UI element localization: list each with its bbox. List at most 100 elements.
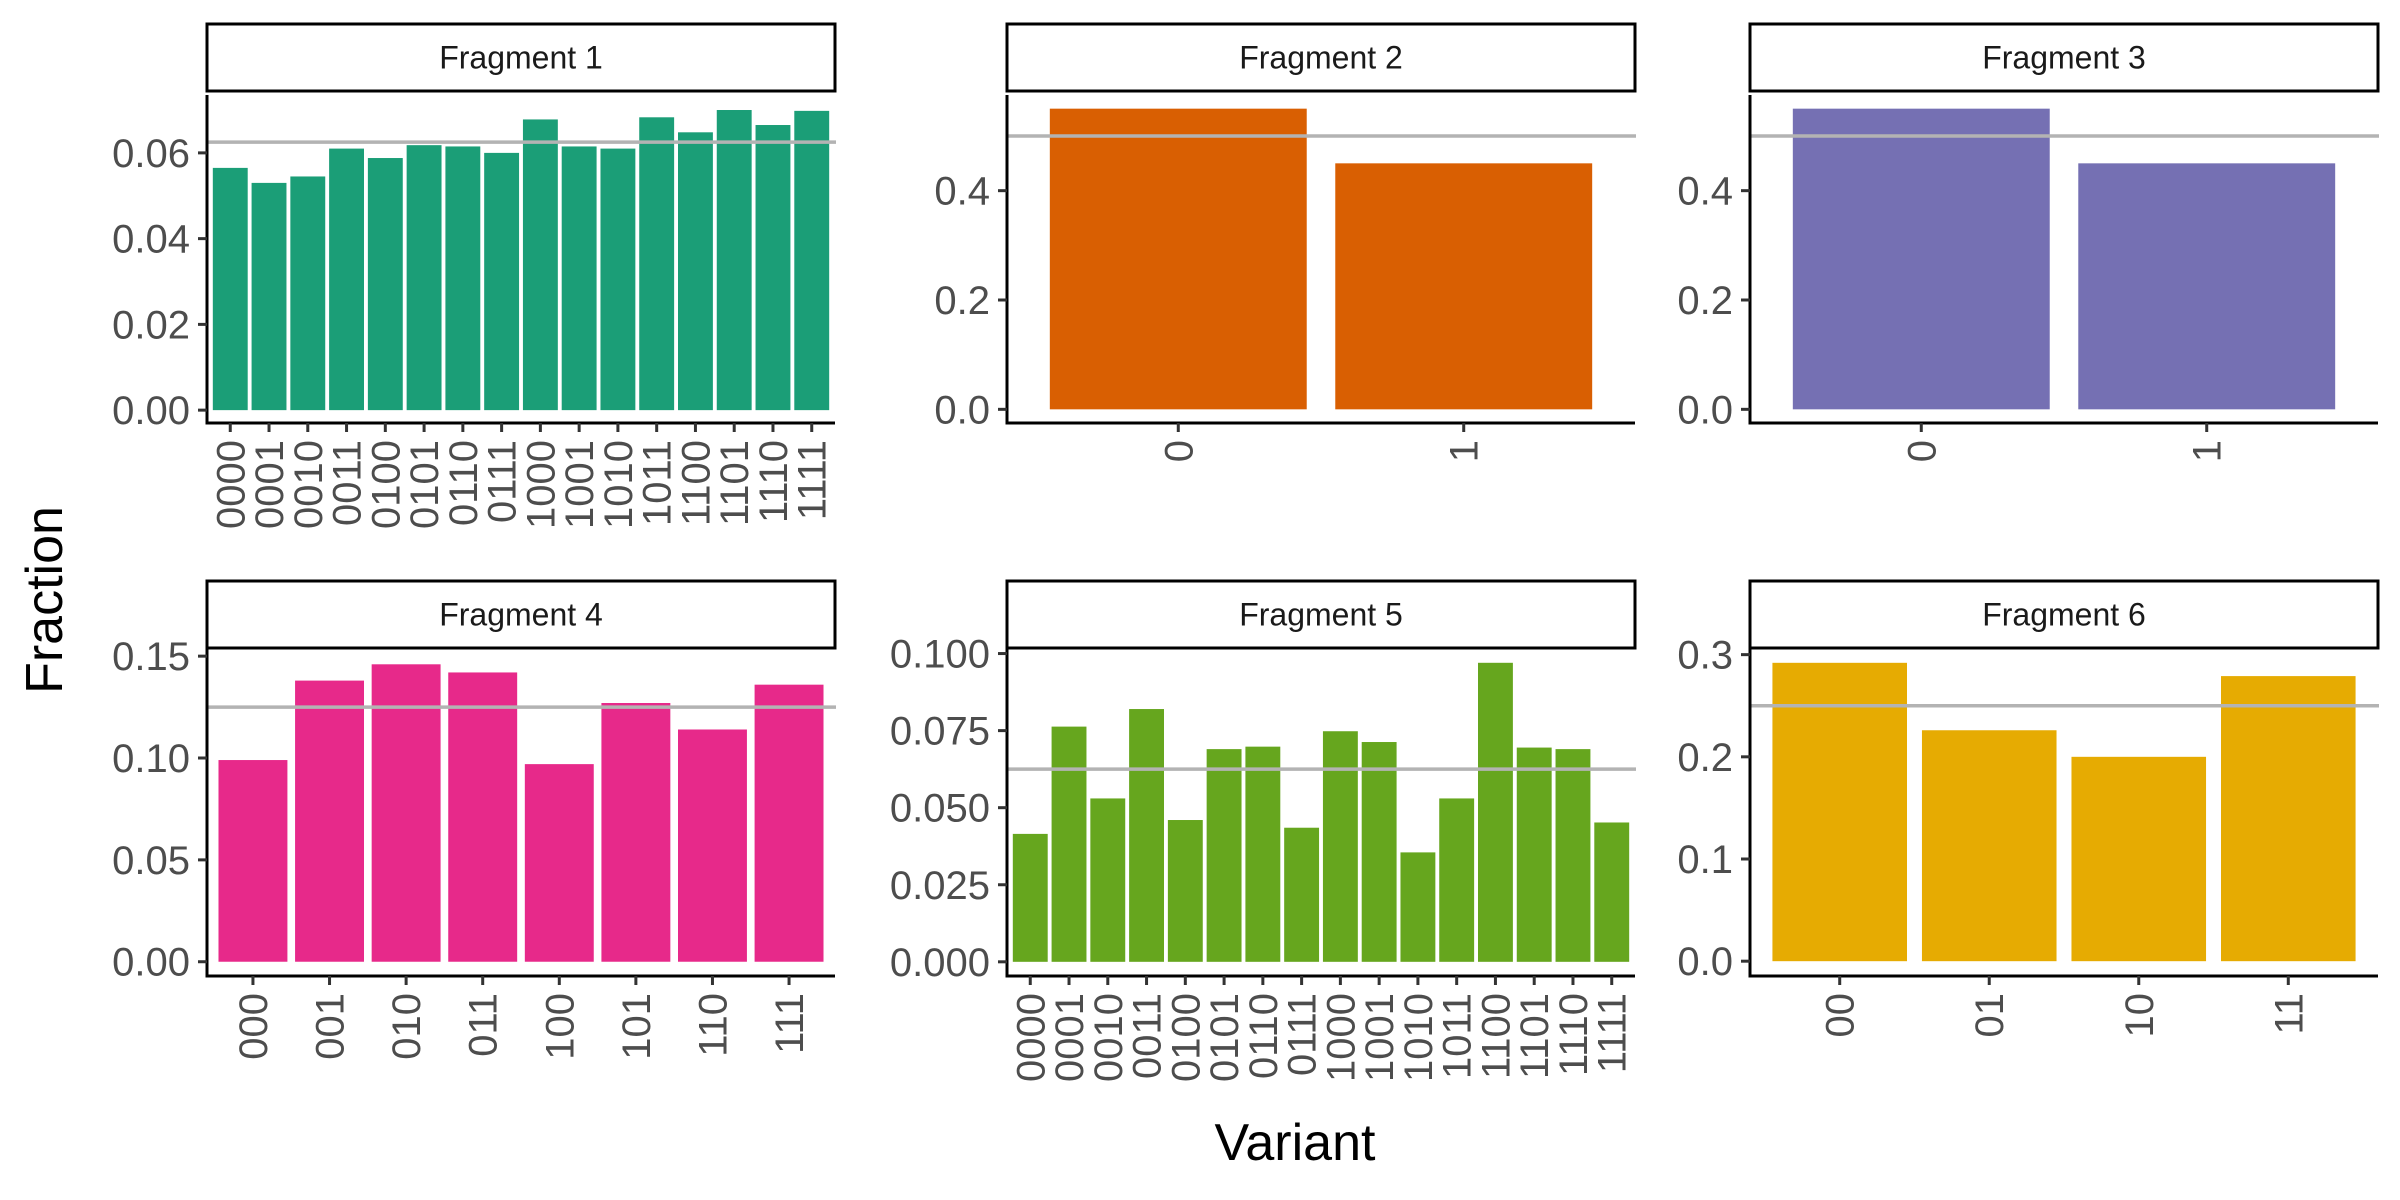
facet-strip: [1005, 22, 1637, 93]
bar: [290, 176, 326, 411]
x-tick-label: 0000: [209, 440, 253, 529]
x-tick-label: 0011: [326, 440, 370, 526]
y-tick-label: 0.00: [112, 941, 190, 985]
facet-strip-title: Fragment 3: [1982, 40, 2146, 76]
y-tick-label: 0.4: [1677, 170, 1733, 214]
x-tick-label: 00: [1819, 993, 1863, 1038]
y-tick-label: 0.3: [1677, 634, 1733, 678]
y-tick-label: 0.1: [1677, 838, 1733, 882]
bar: [1772, 662, 1907, 962]
x-tick-label: 1: [1443, 440, 1487, 462]
x-tick-label: 1001: [1358, 993, 1402, 1082]
bar: [1439, 798, 1475, 962]
x-tick-label: 1000: [1319, 993, 1363, 1082]
facet-strip-title: Fragment 4: [439, 597, 603, 633]
y-tick-label: 0.2: [1677, 736, 1733, 780]
x-tick-label: 1010: [1397, 993, 1441, 1082]
bar: [1322, 731, 1358, 962]
facet-strip-title: Fragment 5: [1239, 597, 1403, 633]
x-tick-label: 1110: [752, 440, 796, 523]
x-tick-label: 000: [232, 993, 276, 1060]
bar: [1555, 749, 1591, 962]
x-tick-label: 0010: [1087, 993, 1131, 1082]
x-tick-label: 0011: [1126, 993, 1170, 1079]
x-tick-label: 1100: [674, 440, 718, 526]
facet-strip-title: Fragment 1: [439, 40, 603, 76]
bar: [1245, 746, 1281, 962]
y-tick-label: 0.075: [890, 710, 990, 754]
y-tick-label: 0.04: [112, 218, 190, 262]
bar: [1129, 709, 1164, 962]
x-tick-label: 1101: [1513, 993, 1557, 1079]
bar: [561, 146, 597, 411]
bar: [716, 110, 752, 411]
bar: [367, 158, 403, 411]
x-tick-label: 110: [691, 993, 735, 1057]
bar: [601, 703, 671, 962]
x-tick-label: 0110: [442, 440, 486, 526]
bar: [1051, 726, 1087, 962]
bar: [295, 680, 364, 962]
bar: [1516, 747, 1552, 962]
bar: [2078, 163, 2336, 410]
x-tick-label: 001: [309, 993, 353, 1060]
bar: [678, 729, 747, 962]
y-tick-label: 0.2: [934, 279, 990, 323]
bar: [600, 148, 636, 411]
facet-panel-2: Fragment 2 0.0 0.2 0.4 0 1: [934, 22, 1637, 462]
bar: [448, 672, 518, 962]
x-tick-label: 0: [1157, 440, 1201, 462]
x-tick-label: 0101: [403, 440, 447, 529]
y-tick-label: 0.06: [112, 132, 190, 176]
x-tick-label: 11: [2267, 993, 2311, 1035]
x-tick-label: 1: [2186, 440, 2230, 462]
y-tick-label: 0.2: [1677, 279, 1733, 323]
y-tick-label: 0.100: [890, 633, 990, 677]
y-tick-label: 0.025: [890, 864, 990, 908]
x-tick-label: 1101: [713, 440, 757, 526]
facet-panel-6: Fragment 6 0.0 0.1 0.2 0.3 00 01 10 11: [1677, 579, 2380, 1038]
bar: [639, 117, 675, 411]
bar: [218, 760, 288, 962]
bar: [1921, 730, 2057, 962]
x-tick-label: 0100: [1164, 993, 1208, 1082]
bar: [1090, 798, 1126, 962]
bar: [1400, 852, 1436, 962]
y-tick-label: 0.00: [112, 389, 190, 433]
y-tick-label: 0.15: [112, 635, 190, 679]
y-tick-label: 0.4: [934, 170, 990, 214]
bar: [1167, 820, 1203, 962]
y-tick-label: 0.05: [112, 839, 190, 883]
x-tick-label: 111: [768, 993, 812, 1054]
x-tick-label: 0111: [1281, 993, 1325, 1076]
x-axis-title: Variant: [1215, 1114, 1376, 1172]
facet-panel-5: Fragment 50.0000.0250.0500.0750.10000000…: [890, 579, 1637, 1082]
bar: [212, 167, 248, 411]
x-tick-label: 1111: [791, 440, 835, 520]
y-tick-label: 0.050: [890, 787, 990, 831]
x-tick-label: 010: [385, 993, 429, 1060]
x-tick-label: 0: [1900, 440, 1944, 462]
x-tick-label: 1110: [1552, 993, 1596, 1076]
x-tick-label: 1010: [597, 440, 641, 529]
x-tick-label: 011: [462, 993, 506, 1057]
bar: [1206, 749, 1242, 962]
y-axis-title: Fraction: [16, 506, 74, 694]
x-tick-label: 1100: [1474, 993, 1518, 1079]
x-tick-label: 01: [1968, 993, 2012, 1038]
bar: [329, 148, 364, 411]
x-tick-label: 1011: [636, 440, 680, 526]
facet-panel-1: Fragment 1 0.00 0.02 0.04 0.06 00000001001000…: [112, 22, 837, 529]
bar: [251, 182, 287, 411]
x-tick-label: 0101: [1203, 993, 1247, 1082]
facet-strip-title: Fragment 6: [1982, 597, 2146, 633]
bar: [2071, 756, 2207, 962]
facet-panels: Fragment 10.000.020.040.0600000001001000…: [112, 22, 2380, 1082]
bar: [1361, 742, 1397, 962]
facet-strip: [1005, 579, 1637, 650]
facet-strip-title: Fragment 2: [1239, 40, 1403, 76]
x-tick-label: 0010: [287, 440, 331, 529]
facet-strip: [205, 22, 837, 93]
x-tick-label: 10: [2118, 993, 2162, 1038]
y-tick-label: 0.0: [934, 388, 990, 432]
